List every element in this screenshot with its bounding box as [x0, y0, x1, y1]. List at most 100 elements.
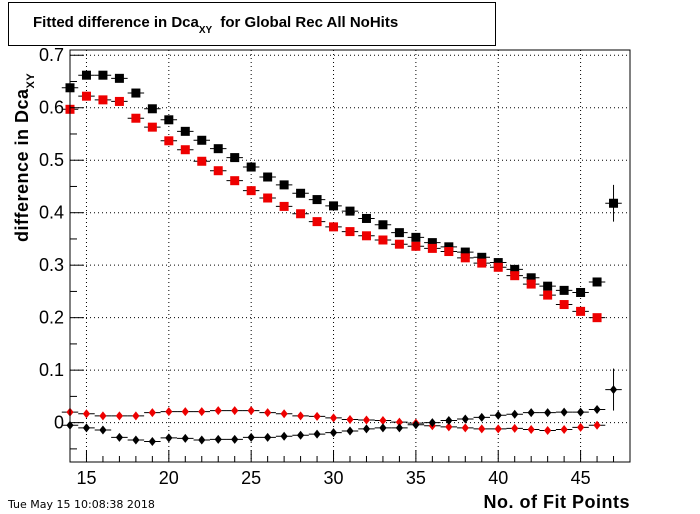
data-point-diamond — [593, 420, 601, 430]
data-point-square — [576, 306, 586, 316]
data-point-diamond — [82, 409, 91, 419]
data-point-square — [394, 228, 404, 238]
data-point-square — [559, 285, 569, 295]
data-point-square — [312, 217, 322, 227]
data-point-diamond — [494, 424, 502, 434]
data-point-square — [444, 242, 454, 252]
data-point-diamond — [181, 433, 189, 443]
data-point-square — [345, 206, 355, 216]
data-point-diamond — [132, 411, 140, 421]
data-point-square — [609, 198, 619, 208]
data-point-diamond — [280, 409, 288, 419]
x-tick-label: 15 — [76, 468, 96, 488]
data-points — [61, 70, 622, 447]
data-point-diamond — [115, 411, 124, 421]
x-tick-label: 25 — [241, 468, 261, 488]
title-box: Fitted difference in DcaXY for Global Re… — [8, 2, 496, 46]
data-point-square — [98, 70, 108, 80]
x-tick-label: 20 — [159, 468, 179, 488]
series-0 — [61, 70, 622, 297]
data-point-diamond — [346, 426, 354, 436]
data-point-square — [213, 166, 223, 176]
x-axis-label: No. of Fit Points — [483, 492, 630, 512]
data-point-diamond — [296, 411, 305, 421]
data-point-diamond — [329, 413, 338, 423]
data-point-diamond — [99, 411, 107, 421]
data-point-diamond — [461, 423, 469, 433]
data-point-square — [526, 273, 536, 283]
data-point-diamond — [165, 407, 173, 417]
y-axis-label: difference in DcaXY — [12, 73, 37, 242]
data-point-diamond — [264, 408, 272, 418]
data-point-square — [329, 222, 339, 232]
timestamp: Tue May 15 10:08:38 2018 — [8, 498, 155, 511]
data-point-diamond — [280, 431, 288, 441]
data-point-square — [164, 136, 174, 146]
data-point-diamond — [198, 407, 206, 417]
data-point-square — [263, 172, 273, 182]
data-point-diamond — [181, 407, 189, 417]
data-point-diamond — [445, 422, 453, 432]
data-point-diamond — [214, 406, 222, 416]
data-point-square — [559, 300, 569, 310]
data-point-square — [460, 253, 470, 263]
data-point-diamond — [165, 433, 173, 443]
data-point-diamond — [494, 410, 502, 420]
data-point-square — [114, 73, 124, 83]
data-point-square — [411, 232, 421, 242]
y-tick-label: 0.4 — [39, 203, 64, 223]
data-point-square — [131, 113, 141, 123]
data-point-diamond — [148, 408, 156, 418]
data-point-square — [246, 162, 256, 172]
y-axis-label-main: difference in Dca — [12, 88, 32, 242]
title-prefix: Fitted difference in Dca — [33, 14, 199, 31]
data-point-diamond — [560, 424, 568, 434]
data-point-square — [312, 195, 322, 205]
data-point-square — [444, 247, 454, 257]
data-point-square — [526, 279, 536, 289]
data-point-square — [477, 258, 487, 268]
data-point-square — [329, 201, 339, 211]
data-point-square — [279, 180, 289, 190]
data-point-square — [147, 122, 157, 132]
series-2 — [61, 406, 606, 436]
data-point-square — [230, 153, 240, 163]
data-point-square — [246, 186, 256, 196]
data-point-diamond — [99, 425, 107, 435]
data-point-square — [427, 238, 437, 248]
data-point-square — [361, 231, 371, 241]
data-point-square — [98, 95, 108, 105]
data-point-square — [213, 144, 223, 154]
series-3 — [61, 368, 622, 447]
data-point-square — [378, 235, 388, 245]
data-point-square — [230, 176, 240, 186]
data-point-square — [180, 145, 190, 155]
data-point-square — [460, 247, 470, 257]
data-point-diamond — [478, 424, 486, 434]
data-point-diamond — [148, 437, 156, 447]
data-point-square — [592, 313, 602, 323]
data-point-diamond — [544, 408, 552, 418]
y-tick-label: 0 — [54, 413, 64, 433]
data-point-square — [394, 239, 404, 249]
data-point-diamond — [395, 417, 404, 427]
data-point-diamond — [231, 406, 239, 416]
data-point-diamond — [511, 409, 519, 419]
data-point-diamond — [428, 418, 436, 428]
data-point-square — [131, 88, 141, 98]
data-point-diamond — [544, 426, 552, 436]
x-tick-label: 45 — [571, 468, 591, 488]
data-point-square — [81, 91, 91, 101]
data-point-diamond — [478, 412, 486, 422]
title-suffix: for Global Rec All NoHits — [220, 14, 399, 31]
x-tick-label: 30 — [324, 468, 344, 488]
data-point-square — [164, 115, 174, 125]
data-point-diamond — [461, 414, 469, 424]
data-point-square — [477, 252, 487, 262]
data-point-square — [180, 126, 190, 136]
data-point-diamond — [132, 435, 140, 445]
y-tick-label: 0.1 — [39, 360, 64, 380]
data-point-diamond — [313, 411, 321, 421]
data-point-square — [543, 290, 553, 300]
